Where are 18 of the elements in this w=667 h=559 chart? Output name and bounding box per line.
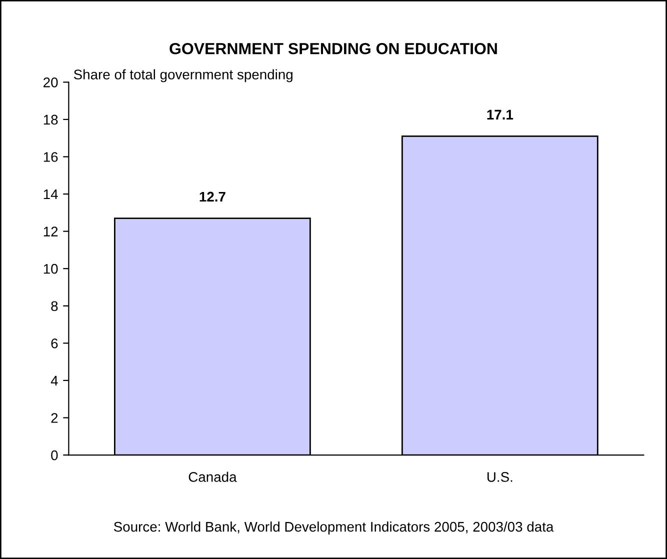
x-tick-label: U.S. xyxy=(487,472,512,482)
y-tick-label: 20 xyxy=(44,78,58,88)
data-label: 12.7 xyxy=(200,192,226,202)
y-tick-label: 14 xyxy=(44,190,58,200)
y-tick-label: 0 xyxy=(51,450,58,460)
y-tick-label: 12 xyxy=(44,226,58,236)
chart-title: GOVERNMENT SPENDING ON EDUCATION xyxy=(170,42,497,54)
y-tick-label: 10 xyxy=(44,264,58,274)
data-label: 17.1 xyxy=(487,110,514,120)
y-tick-label: 4 xyxy=(50,376,58,386)
y-tick-label: 16 xyxy=(44,152,58,162)
y-axis-title: Share of total government spending xyxy=(74,69,292,82)
y-tick-label: 8 xyxy=(51,301,58,312)
source-note: Source: World Bank, World Development Indicators 2005, 2003/03 data xyxy=(114,522,554,534)
y-tick-label: 18 xyxy=(44,114,58,125)
y-tick-label: 6 xyxy=(51,338,58,348)
x-tick-label: Canada xyxy=(188,472,237,482)
y-tick-label: 2 xyxy=(51,413,58,423)
